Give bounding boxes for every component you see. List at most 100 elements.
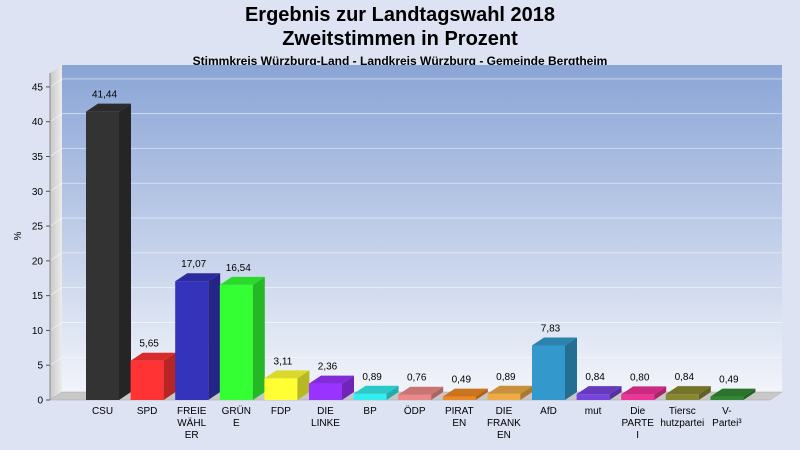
bar-side [342, 375, 354, 400]
bar-top [487, 385, 533, 394]
bar-side [743, 388, 756, 400]
bar: 16,54 [219, 263, 265, 400]
bar: 0,49 [442, 375, 488, 400]
y-tick-label: 35 [32, 152, 44, 163]
x-axis-labels: CSU SPD FREIE WÄHL ER GRÜN E FDP DIE LINKE BP ÖDP PI… [92, 405, 742, 441]
y-tick-label: 25 [32, 222, 44, 233]
x-category-label: FDP [271, 406, 291, 417]
bar-top [665, 386, 711, 395]
bar: 2,36 [309, 362, 354, 400]
grid-line [49, 182, 782, 192]
bar-value-label: 7,83 [541, 324, 561, 335]
bar-side [208, 273, 221, 400]
bar-front [442, 396, 476, 400]
bar-side [297, 370, 310, 400]
y-tick-label: 20 [32, 256, 44, 267]
bar-side [520, 385, 533, 400]
bar-front [576, 394, 610, 400]
bar-side [609, 386, 622, 400]
x-category-label: CSU [92, 406, 113, 417]
bar-side [252, 276, 265, 400]
y-tick-label: 5 [37, 361, 43, 372]
x-category-label: SPD [137, 406, 158, 417]
bar-value-label: 41,44 [92, 90, 117, 101]
grid-line [49, 78, 782, 88]
x-category-label: ÖDP [404, 405, 426, 417]
bar-side [163, 352, 176, 400]
bar-front [309, 383, 342, 400]
x-category-label: DIE LINKE [311, 406, 340, 429]
bar-front [710, 396, 744, 400]
y-tick-label: 45 [32, 82, 44, 93]
chart-subtitle: Zweitstimmen in Prozent [282, 28, 518, 50]
bar-top [532, 337, 577, 346]
y-tick-label: 15 [32, 291, 44, 302]
bar-top [710, 388, 756, 397]
plot-frame [49, 65, 783, 401]
x-category-label: Tiersc hutzpartei [660, 406, 704, 429]
y-tick-label: 30 [32, 187, 44, 198]
grid-line [49, 113, 782, 123]
bar-front [130, 360, 164, 400]
bar: 0,80 [621, 372, 667, 400]
bar-side [654, 386, 667, 400]
bar-top [398, 386, 444, 395]
bar-front [219, 284, 253, 400]
bar-side [119, 103, 131, 400]
x-category-label: FREIE WÄHL ER [177, 406, 207, 441]
x-category-label: DIE FRANK EN [487, 406, 521, 441]
bar: 41,44 [86, 90, 131, 400]
bar-side [565, 337, 577, 400]
bar-top [621, 386, 667, 395]
bar-top [442, 388, 488, 397]
bars: 41,44 5,65 17,07 16,54 3,11 2,36 0,89 0,76 0,49 0… [86, 90, 756, 400]
x-category-label: V-Partei³ [712, 406, 742, 429]
bar-top [219, 276, 265, 285]
y-tick-label: 10 [32, 326, 44, 337]
x-category-label: BP [363, 406, 377, 417]
bar-value-label: 0,84 [675, 372, 695, 383]
bar-top [86, 103, 131, 112]
bar-value-label: 0,84 [585, 372, 605, 383]
bar-side [475, 388, 488, 400]
bar-value-label: 5,65 [139, 339, 159, 350]
bar: 0,84 [665, 372, 711, 400]
bar-top [353, 385, 399, 394]
plot-side-wall [50, 65, 62, 400]
bar-side [431, 386, 444, 400]
grid-line [49, 287, 782, 296]
bar-front [86, 111, 119, 400]
bar: 17,07 [175, 259, 221, 400]
bar: 0,49 [710, 375, 756, 400]
bar-front [353, 393, 387, 400]
bar-front [175, 281, 209, 400]
bar: 0,89 [487, 372, 533, 400]
bar: 3,11 [264, 356, 310, 400]
grid-line [49, 217, 782, 227]
bar-top [576, 386, 622, 395]
bar-top [309, 375, 354, 384]
bar-value-label: 16,54 [226, 263, 251, 274]
bar-value-label: 2,36 [318, 362, 338, 373]
grid-line [49, 322, 782, 331]
chart-location-subtitle: Stimmkreis Würzburg-Land - Landkreis Wür… [192, 54, 608, 68]
bar-value-label: 0,89 [496, 372, 516, 383]
x-category-label: GRÜN E [222, 405, 251, 429]
bar-front [665, 394, 699, 400]
bar: 7,83 [532, 324, 577, 400]
x-category-label: AfD [540, 406, 557, 417]
x-category-label: Die PARTE I [621, 406, 654, 441]
bar-top [130, 352, 176, 361]
grid-line [49, 252, 782, 262]
bar: 0,76 [398, 373, 444, 400]
grid-line [49, 148, 782, 157]
bar-front [532, 345, 565, 400]
bar-top [264, 370, 310, 379]
bar-front [264, 378, 298, 400]
bar-front [487, 393, 521, 400]
bar-value-label: 0,49 [452, 375, 472, 386]
bar-value-label: 3,11 [274, 356, 293, 367]
x-category-label: PIRAT EN [445, 406, 474, 429]
bar-value-label: 0,76 [407, 373, 427, 384]
bar: 0,89 [353, 372, 399, 400]
